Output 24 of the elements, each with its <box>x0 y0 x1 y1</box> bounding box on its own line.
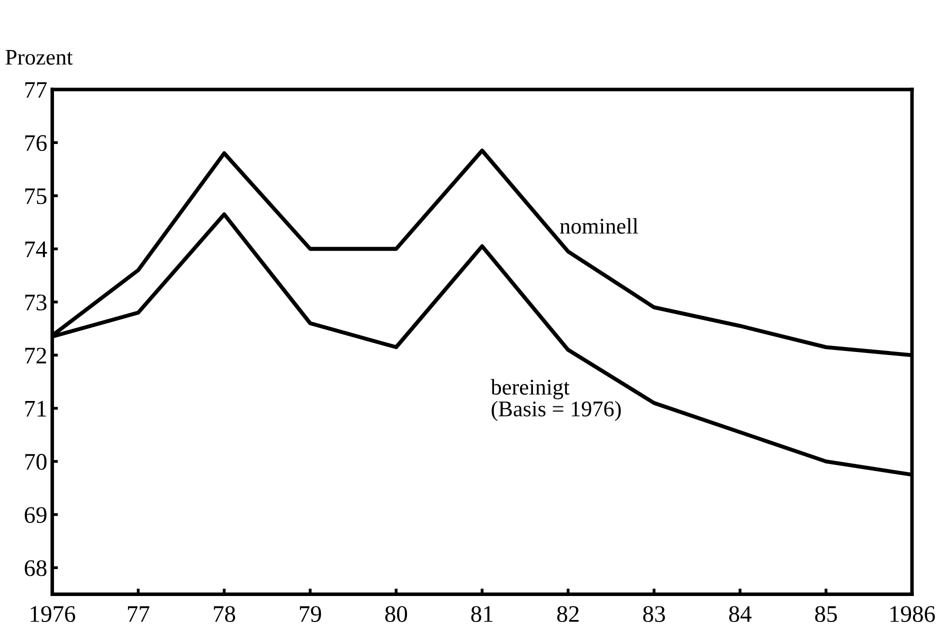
x-tick-label: 80 <box>385 606 408 622</box>
y-tick-label: 76 <box>25 135 47 152</box>
x-tick-label: 1976 <box>30 606 76 622</box>
y-tick-label: 73 <box>25 294 46 310</box>
x-tick-label: 85 <box>815 606 837 622</box>
y-tick-label: 69 <box>24 507 46 523</box>
y-tick-label: 71 <box>25 400 46 416</box>
y-tick-label: 74 <box>25 242 48 258</box>
x-tick-label: 83 <box>643 606 665 622</box>
x-tick-label: 1986 <box>890 606 935 622</box>
y-tick-label: 77 <box>25 82 47 98</box>
x-tick-label: 84 <box>729 606 752 622</box>
x-tick-label: 82 <box>557 606 579 622</box>
x-tick-label: 81 <box>471 606 493 622</box>
x-tick-label: 78 <box>214 606 236 622</box>
y-tick-label: 72 <box>25 348 46 364</box>
series-label: bereinigt (Basis = 1976) <box>490 379 621 421</box>
series-label: nominell <box>560 218 638 234</box>
x-tick-label: 79 <box>300 606 322 622</box>
y-tick-label: 75 <box>25 188 46 204</box>
x-tick-label: 77 <box>128 606 150 622</box>
y-tick-label: 70 <box>25 454 46 470</box>
y-axis-title: Prozent <box>6 50 73 65</box>
y-tick-label: 68 <box>24 560 46 576</box>
